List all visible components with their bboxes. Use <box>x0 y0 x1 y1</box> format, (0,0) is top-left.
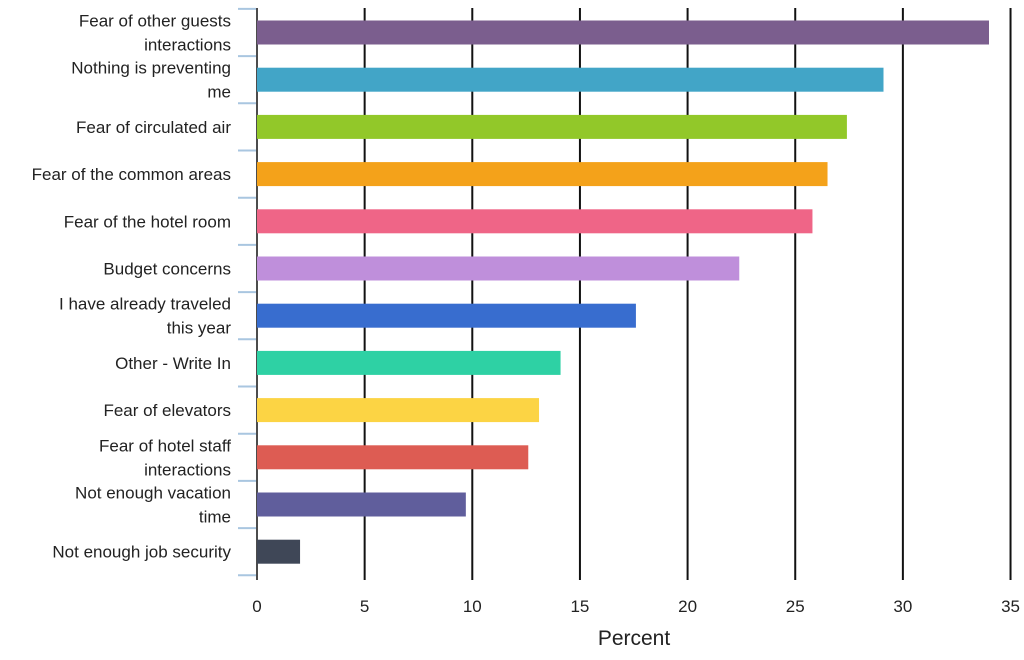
bar <box>257 492 466 517</box>
category-label: me <box>207 83 231 102</box>
bar <box>257 162 828 187</box>
category-label: this year <box>167 319 232 338</box>
gridlines <box>256 8 1012 580</box>
bar <box>257 67 884 92</box>
category-label: Fear of other guests <box>79 12 231 31</box>
bars <box>257 20 989 564</box>
category-label: Not enough vacation <box>75 484 231 503</box>
x-tick-label: 30 <box>893 597 912 616</box>
bar <box>257 303 636 328</box>
x-tick-label: 20 <box>678 597 697 616</box>
bar <box>257 539 301 564</box>
category-label: Not enough job security <box>52 543 231 562</box>
category-label: Fear of elevators <box>103 401 231 420</box>
category-label: time <box>199 508 231 527</box>
x-tick-label: 35 <box>1001 597 1020 616</box>
category-label: Fear of circulated air <box>76 118 231 137</box>
bar <box>257 256 740 281</box>
category-label: Fear of hotel staff <box>99 436 231 455</box>
category-label: Budget concerns <box>103 260 231 279</box>
x-tick-label: 0 <box>252 597 261 616</box>
bar <box>257 20 989 45</box>
x-tick-label: 15 <box>570 597 589 616</box>
bar <box>257 114 847 139</box>
category-label: Fear of the common areas <box>32 165 231 184</box>
x-tick-label: 10 <box>463 597 482 616</box>
bar <box>257 445 529 470</box>
y-axis-ticks <box>238 7 256 577</box>
category-label: I have already traveled <box>59 295 231 314</box>
x-tick-label: 5 <box>360 597 369 616</box>
category-label: Nothing is preventing <box>71 59 231 78</box>
category-label: interactions <box>144 36 231 55</box>
x-axis-title: Percent <box>598 627 671 650</box>
x-axis-tick-labels: 0 5 10 15 20 25 30 35 <box>252 597 1020 616</box>
category-label: Other - Write In <box>115 354 231 373</box>
bar <box>257 209 813 234</box>
category-label: interactions <box>144 460 231 479</box>
bar <box>257 398 540 423</box>
category-label: Fear of the hotel room <box>64 212 231 231</box>
x-tick-label: 25 <box>786 597 805 616</box>
bar <box>257 350 561 375</box>
category-labels: Fear of other guests interactions Nothing … <box>32 12 232 562</box>
